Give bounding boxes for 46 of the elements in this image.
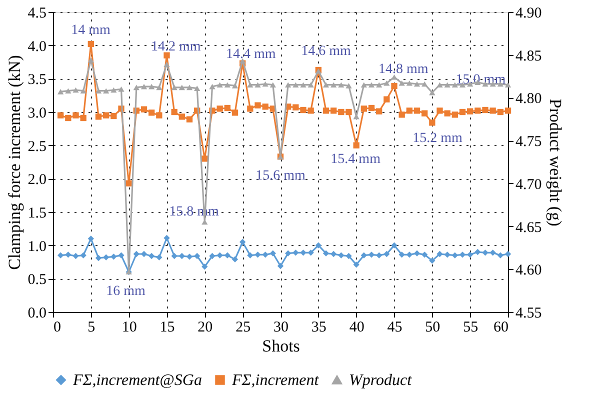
x-tick-label: 55 [463,320,478,336]
y-tick-label: 2.0 [28,172,46,188]
annotation: 14.4 mm [226,47,276,62]
y-tick-label: 1.0 [28,238,46,255]
x-tick-label: 50 [425,320,440,336]
annotation: 14.6 mm [301,44,351,59]
annotation: 14.8 mm [378,62,428,77]
y2-tick-label: 4.70 [516,176,542,193]
y-tick-label: 2.5 [28,138,46,155]
annotation: 15.6 mm [256,168,306,184]
y-tick-label: 3.5 [28,72,46,88]
x-tick-label: 45 [387,320,402,336]
x-axis-title: Shots [262,336,300,356]
annotation: 15.4 mm [330,152,381,167]
y-tick-label: 1.5 [28,206,46,222]
y-tick-label: 4.0 [28,38,46,55]
y-tick-label: 0.5 [28,272,46,288]
x-tick-label: 25 [236,320,251,336]
annotation: 15.2 mm [412,131,462,146]
x-tick-label: 30 [274,320,288,336]
x-tick-label: 40 [349,320,364,336]
y-tick-label: 3.0 [28,106,46,122]
legend-label: Wproduct [349,372,412,389]
x-tick-label: 20 [198,320,213,336]
annotation: 14 mm [71,23,111,38]
y-axis-title: Clamping force increment (kN) [4,55,24,270]
x-tick-label: 10 [122,320,137,336]
x-tick-label: 5 [88,320,96,336]
y2-tick-label: 4.60 [516,262,542,279]
y-tick-label: 0.0 [28,306,46,322]
x-tick-label: 35 [311,320,326,336]
annotation: 16 mm [106,284,146,299]
y-tick-label: 4.5 [28,6,46,22]
y2-tick-label: 4.55 [516,306,542,322]
legend-label: FΣ,increment@SGa [72,372,202,389]
annotation: 14.2 mm [150,40,201,54]
legend-label: FΣ,increment [231,372,320,389]
x-tick-label: 60 [494,320,508,336]
x-tick-label: 15 [160,320,175,336]
y2-tick-label: 4.80 [516,91,542,108]
y2-tick-label: 4.85 [516,48,542,64]
y2-tick-label: 4.65 [516,220,542,236]
y2-tick-label: 4.75 [516,134,542,150]
y2-tick-label: 4.90 [516,6,542,22]
x-tick-label: 0 [54,320,61,336]
y2-axis-title: Product weight (g) [546,98,565,226]
